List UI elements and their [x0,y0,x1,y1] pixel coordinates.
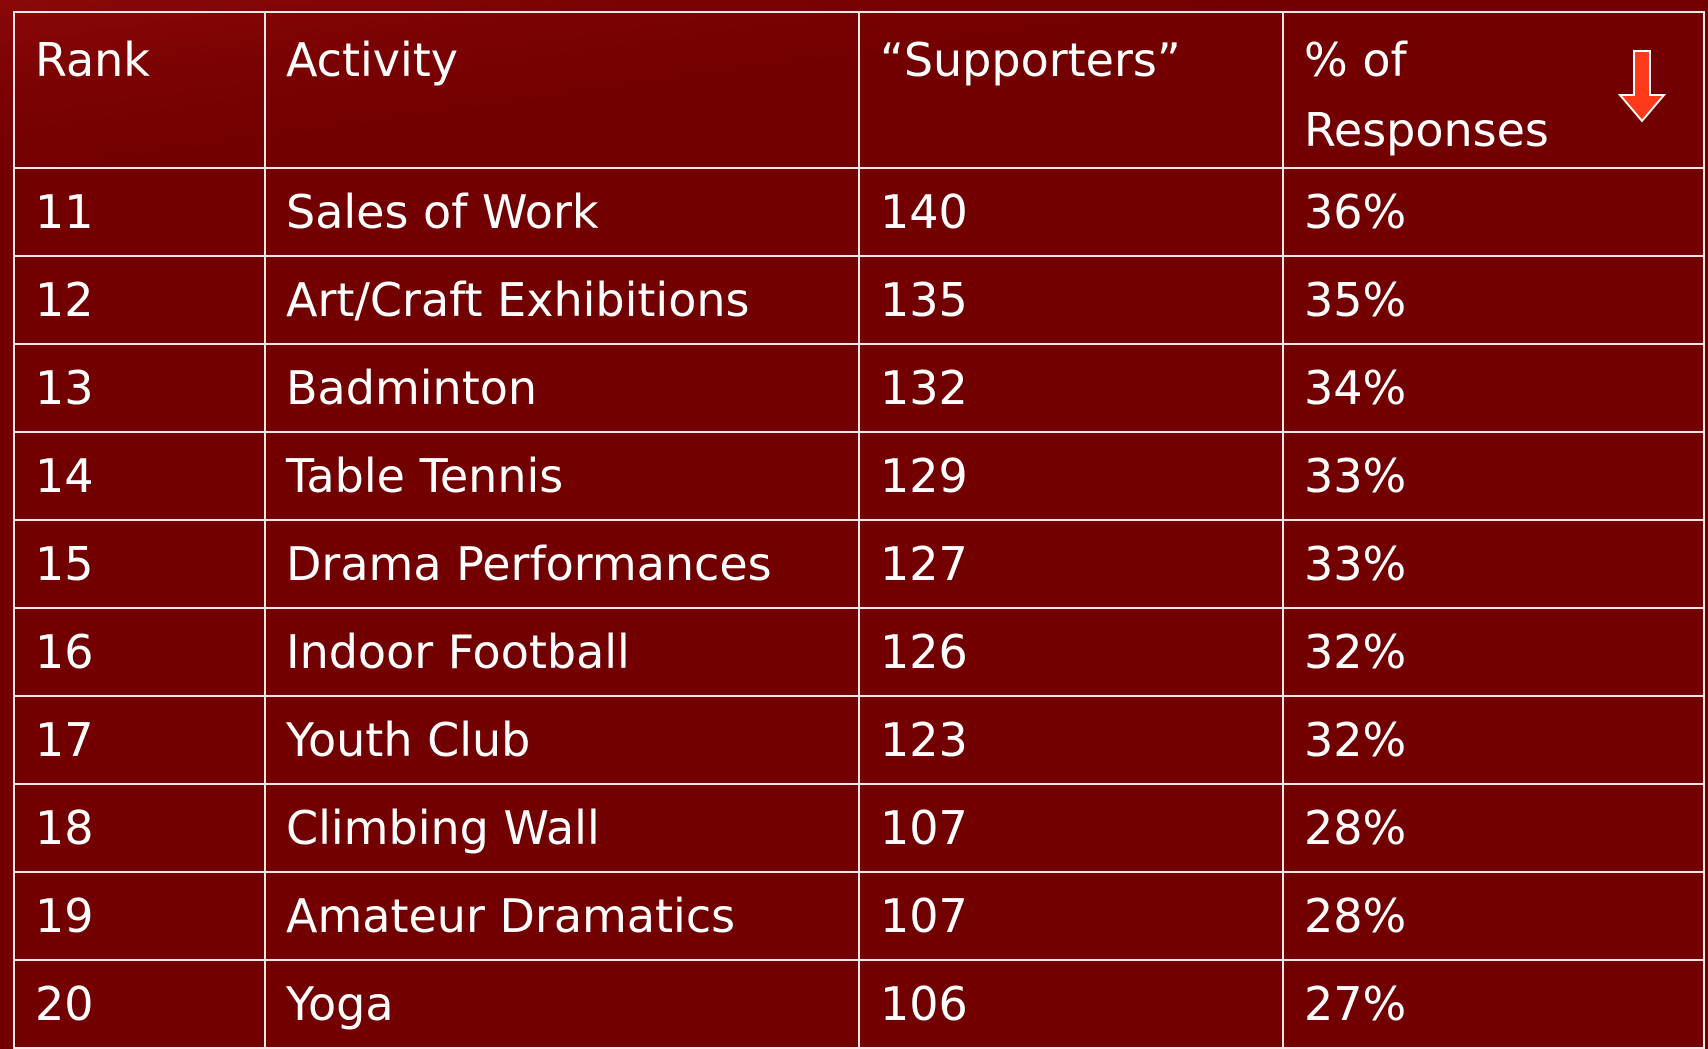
table-row: 20 Yoga 106 27% [13,959,1705,1049]
table-cell: 17 [13,695,266,785]
table-cell: 14 [13,431,266,521]
activity-table: Rank Activity “Supporters” % of Response… [13,11,1705,1049]
table-cell: Art/Craft Exhibitions [264,255,860,345]
table-cell: 107 [858,871,1284,961]
table-cell: Badminton [264,343,860,433]
sort-arrow [1617,50,1667,123]
table-cell: 129 [858,431,1284,521]
table-cell: 33% [1282,431,1705,521]
table-cell: 28% [1282,783,1705,873]
table-cell: 135 [858,255,1284,345]
table-cell: Indoor Football [264,607,860,697]
table-cell: 11 [13,167,266,257]
table-cell: Drama Performances [264,519,860,609]
table-cell: 33% [1282,519,1705,609]
table-cell: 126 [858,607,1284,697]
table-cell: 28% [1282,871,1705,961]
table-cell: Youth Club [264,695,860,785]
table-row: 16 Indoor Football 126 32% [13,607,1705,697]
table-cell: 35% [1282,255,1705,345]
header-cell: % of Responses [1282,11,1705,169]
table-cell: Yoga [264,959,860,1049]
table-cell: 18 [13,783,266,873]
table-cell: 36% [1282,167,1705,257]
table-cell: Climbing Wall [264,783,860,873]
header-cell: Activity [264,11,860,169]
table-cell: 106 [858,959,1284,1049]
header-cell: “Supporters” [858,11,1284,169]
table-cell: 132 [858,343,1284,433]
table-body: 11 Sales of Work 140 36% 12 Art/Craft Exhibit… [13,167,1705,1049]
table-cell: 20 [13,959,266,1049]
table-row: 17 Youth Club 123 32% [13,695,1705,785]
table-row: 14 Table Tennis 129 33% [13,431,1705,521]
table-cell: 32% [1282,695,1705,785]
table-cell: 12 [13,255,266,345]
table-row: 15 Drama Performances 127 33% [13,519,1705,609]
table-cell: Sales of Work [264,167,860,257]
table-cell: 19 [13,871,266,961]
table-cell: 15 [13,519,266,609]
table-cell: Table Tennis [264,431,860,521]
table-cell: 27% [1282,959,1705,1049]
table-cell: 32% [1282,607,1705,697]
table-row: 19 Amateur Dramatics 107 28% [13,871,1705,961]
header-row: Rank Activity “Supporters” % of Response… [13,11,1705,169]
table-cell: 13 [13,343,266,433]
table-row: 12 Art/Craft Exhibitions 135 35% [13,255,1705,345]
table-cell: 107 [858,783,1284,873]
header-cell: Rank [13,11,266,169]
table-cell: 127 [858,519,1284,609]
table-cell: Amateur Dramatics [264,871,860,961]
header-text: % of Responses [1304,33,1549,157]
table-row: 18 Climbing Wall 107 28% [13,783,1705,873]
table-row: 11 Sales of Work 140 36% [13,167,1705,257]
table-row: 13 Badminton 132 34% [13,343,1705,433]
table-cell: 34% [1282,343,1705,433]
table-cell: 123 [858,695,1284,785]
table-cell: 16 [13,607,266,697]
table-cell: 140 [858,167,1284,257]
